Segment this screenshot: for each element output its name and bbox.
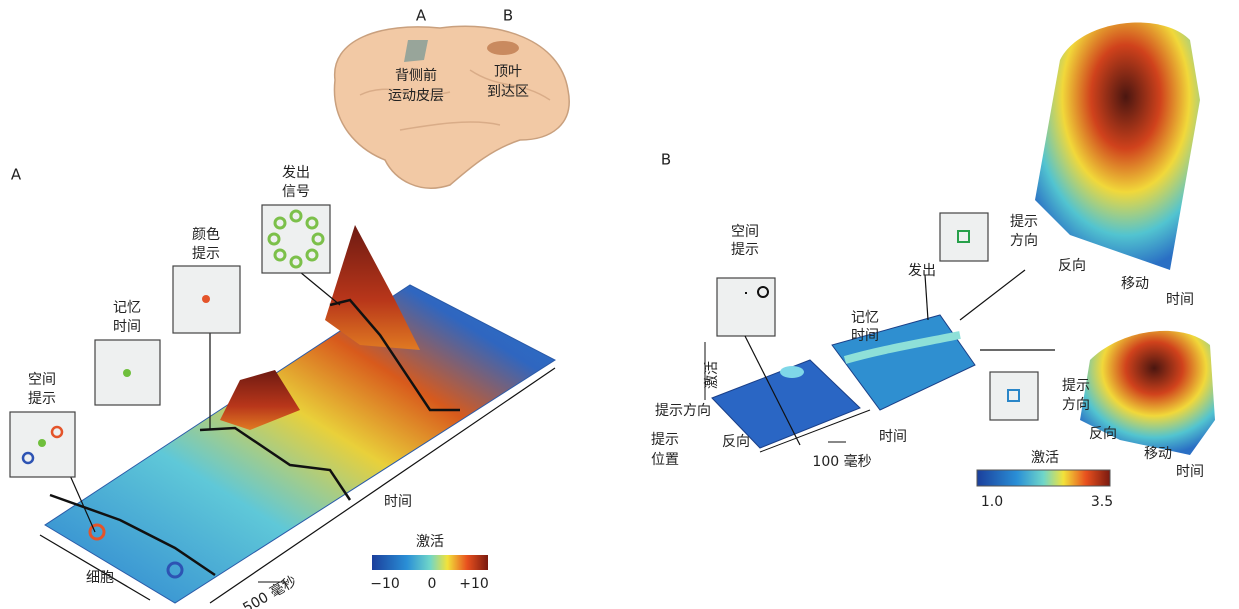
colorbar (976, 469, 1111, 487)
colorbar-tick: +10 (459, 576, 489, 592)
scale-label: 100 毫秒 (812, 453, 871, 470)
activity-surface (44, 284, 556, 604)
stage-label: 记忆 (851, 310, 879, 326)
region-label: 顶叶 (494, 64, 522, 80)
peak (220, 370, 300, 430)
stage-label: 颜色 (192, 226, 220, 243)
axis-label: 方向 (1062, 397, 1090, 413)
region-label: 运动皮层 (388, 88, 444, 104)
stage-label: 信号 (282, 184, 310, 200)
colorbar-tick: 1.0 (981, 494, 1003, 510)
scale-label: 500 毫秒 (240, 572, 300, 609)
axis-label: 反向 (1089, 426, 1117, 442)
axis-label: 时间 (1176, 464, 1204, 480)
axis-label: 位置 (651, 452, 679, 468)
colorbar-tick: −10 (370, 576, 400, 592)
axis-label: 细胞 (86, 570, 114, 586)
axis-label: 反向 (1058, 258, 1086, 274)
colorbar (372, 555, 488, 570)
axis-label: 时间 (879, 429, 907, 445)
axis-label: 时间 (1166, 292, 1194, 308)
panel-a: A 空间 提示 记忆 时间 颜色 提示 发出 信号 细胞 时间 500 毫秒 激… (9, 165, 556, 609)
panel-b: B 空间 提示 记忆 时间 发出 激活 提示方向 提示 位置 反向 100 毫秒… (651, 22, 1215, 510)
colorbar-tick: 3.5 (1091, 494, 1113, 510)
region-label: 背侧前 (395, 67, 437, 84)
stage-label: 提示 (28, 391, 56, 407)
stage-label: 空间 (28, 372, 56, 388)
axis-label: 移动 (1121, 276, 1149, 292)
brain: A B 背侧前 运动皮层 顶叶 到达区 (333, 7, 570, 189)
stage-label: 记忆 (113, 300, 141, 316)
axis-label: 激活 (703, 361, 720, 389)
peak (325, 225, 420, 350)
colorbar-tick: 0 (428, 576, 437, 592)
stage-label: 空间 (731, 224, 759, 240)
axis-label: 方向 (1010, 233, 1038, 249)
axis-label: 提示 (1062, 378, 1090, 394)
stage-label: 发出 (282, 165, 310, 181)
axis-label: 提示 (1010, 214, 1038, 230)
brain-label: B (503, 7, 513, 25)
colorbar-title: 激活 (416, 533, 444, 550)
axis-label: 反向 (722, 434, 750, 450)
stage-label: 时间 (113, 319, 141, 335)
panel-label: B (661, 151, 671, 169)
axis-label: 提示方向 (655, 403, 711, 419)
stage-label: 发出 (908, 263, 936, 279)
stage-label: 提示 (731, 242, 759, 258)
activity-surface (711, 359, 861, 449)
colorbar-title: 激活 (1031, 449, 1059, 466)
region-label: 到达区 (487, 84, 529, 100)
activity-surface (1035, 22, 1200, 270)
axis-label: 移动 (1144, 446, 1172, 462)
stage-label: 提示 (192, 246, 220, 262)
axis-label: 时间 (384, 494, 412, 510)
panel-label: A (11, 166, 22, 184)
brain-label: A (416, 7, 427, 25)
activity-surface (1080, 330, 1215, 455)
axis-label: 提示 (651, 432, 679, 448)
stage-label: 时间 (851, 328, 879, 344)
